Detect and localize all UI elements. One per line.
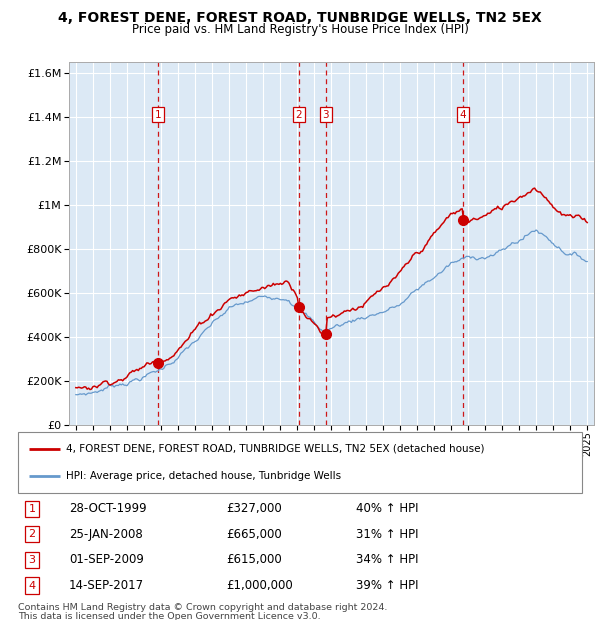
- Text: 34% ↑ HPI: 34% ↑ HPI: [356, 554, 419, 567]
- Text: 2: 2: [295, 110, 302, 120]
- Text: 39% ↑ HPI: 39% ↑ HPI: [356, 579, 419, 592]
- Text: HPI: Average price, detached house, Tunbridge Wells: HPI: Average price, detached house, Tunb…: [66, 471, 341, 482]
- Text: £665,000: £665,000: [227, 528, 283, 541]
- Text: 14-SEP-2017: 14-SEP-2017: [69, 579, 144, 592]
- Text: 28-OCT-1999: 28-OCT-1999: [69, 502, 146, 515]
- Text: 01-SEP-2009: 01-SEP-2009: [69, 554, 143, 567]
- Text: This data is licensed under the Open Government Licence v3.0.: This data is licensed under the Open Gov…: [18, 612, 320, 620]
- Text: £1,000,000: £1,000,000: [227, 579, 293, 592]
- Text: 2: 2: [29, 529, 35, 539]
- Text: 3: 3: [29, 555, 35, 565]
- Text: 1: 1: [155, 110, 161, 120]
- Text: 25-JAN-2008: 25-JAN-2008: [69, 528, 143, 541]
- Text: Contains HM Land Registry data © Crown copyright and database right 2024.: Contains HM Land Registry data © Crown c…: [18, 603, 388, 612]
- Text: 1: 1: [29, 504, 35, 514]
- Text: 4: 4: [460, 110, 466, 120]
- Text: 40% ↑ HPI: 40% ↑ HPI: [356, 502, 419, 515]
- Text: 31% ↑ HPI: 31% ↑ HPI: [356, 528, 419, 541]
- Text: £615,000: £615,000: [227, 554, 283, 567]
- Text: 4, FOREST DENE, FOREST ROAD, TUNBRIDGE WELLS, TN2 5EX (detached house): 4, FOREST DENE, FOREST ROAD, TUNBRIDGE W…: [66, 443, 484, 454]
- Text: 4: 4: [29, 580, 35, 590]
- Text: 3: 3: [323, 110, 329, 120]
- Text: £327,000: £327,000: [227, 502, 283, 515]
- Text: Price paid vs. HM Land Registry's House Price Index (HPI): Price paid vs. HM Land Registry's House …: [131, 23, 469, 36]
- Text: 4, FOREST DENE, FOREST ROAD, TUNBRIDGE WELLS, TN2 5EX: 4, FOREST DENE, FOREST ROAD, TUNBRIDGE W…: [58, 11, 542, 25]
